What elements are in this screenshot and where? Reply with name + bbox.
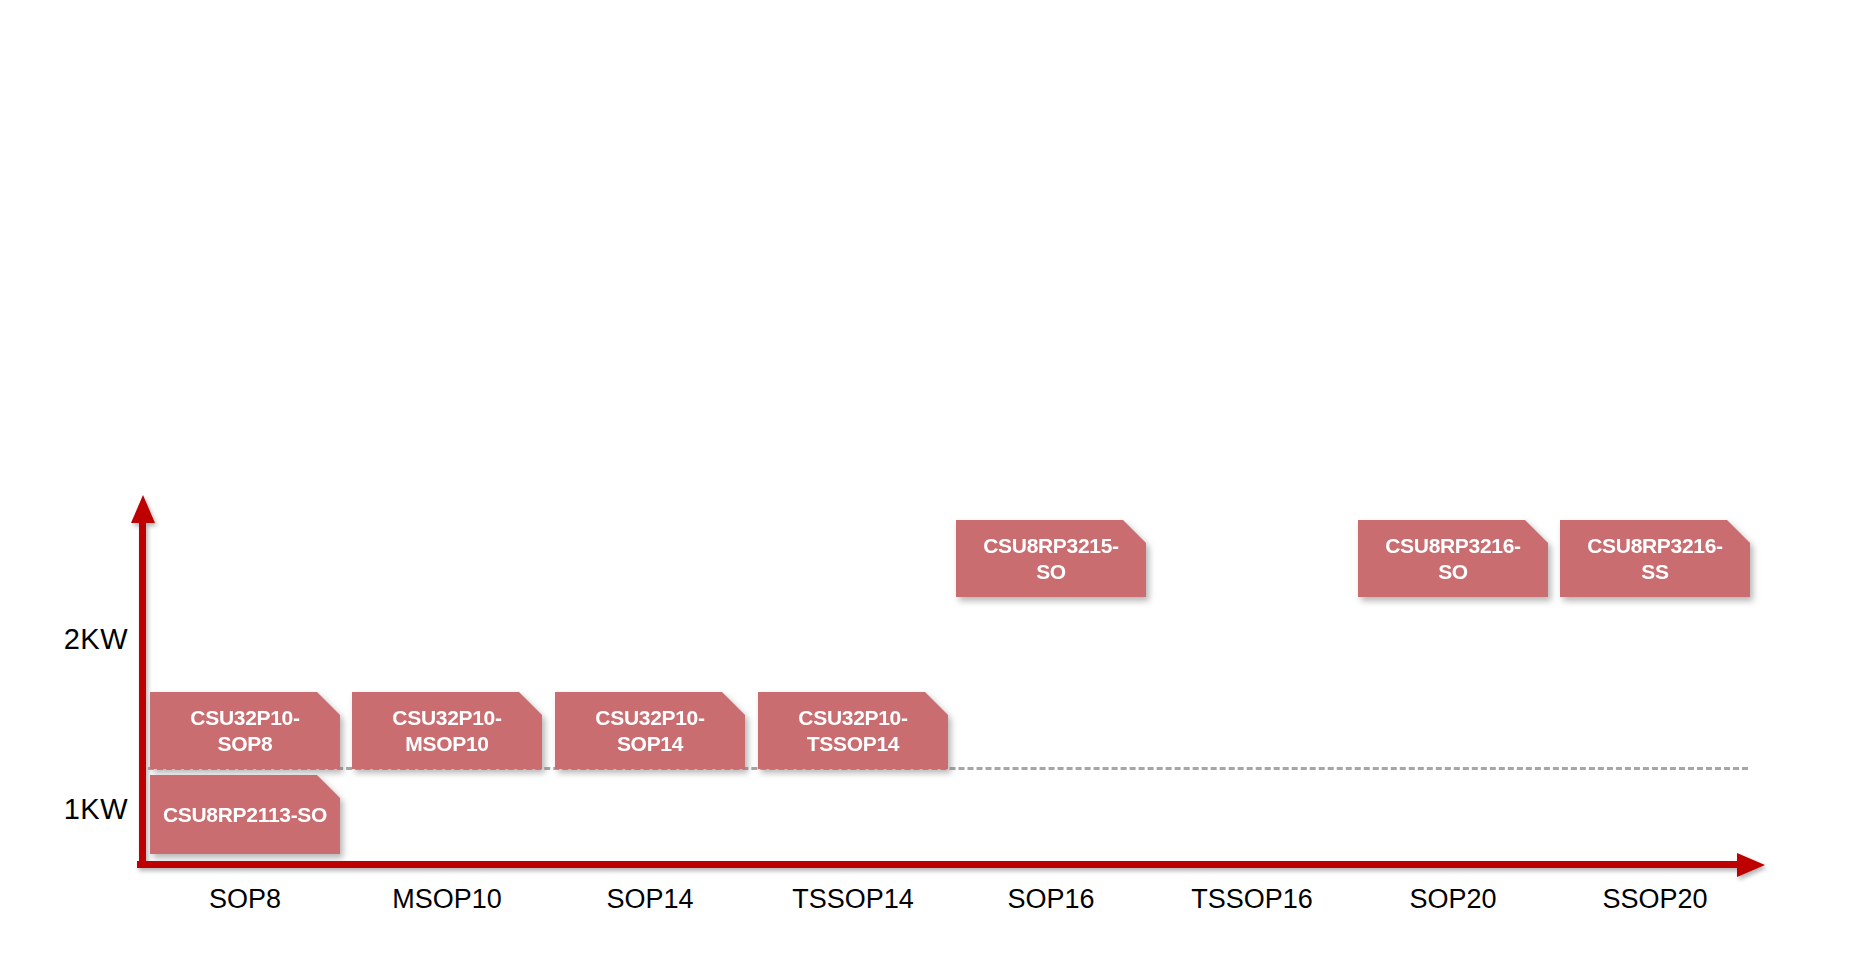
box-label-line2: SOP8 (218, 731, 273, 756)
box-csu8rp3216-so: CSU8RP3216- SO (1358, 520, 1548, 597)
box-label-line2: MSOP10 (405, 731, 488, 756)
box-label-line1: CSU8RP3215- (983, 533, 1119, 558)
x-tick-tssop16: TSSOP16 (1152, 884, 1352, 915)
package-power-chart: 2KW 1KW SOP8 MSOP10 SOP14 TSSOP14 SOP16 … (0, 0, 1870, 975)
y-axis-arrow-icon (131, 495, 155, 523)
box-label-line2: SS (1641, 559, 1668, 584)
box-csu32p10-sop8: CSU32P10- SOP8 (150, 692, 340, 769)
box-label-line1: CSU8RP3216- (1587, 533, 1723, 558)
box-csu32p10-sop14: CSU32P10- SOP14 (555, 692, 745, 769)
y-tick-2kw: 2KW (23, 623, 128, 656)
x-tick-sop20: SOP20 (1353, 884, 1553, 915)
box-csu8rp3216-ss: CSU8RP3216- SS (1560, 520, 1750, 597)
box-label-line1: CSU32P10- (190, 705, 299, 730)
x-tick-sop14: SOP14 (550, 884, 750, 915)
x-tick-msop10: MSOP10 (347, 884, 547, 915)
box-label-line1: CSU32P10- (798, 705, 907, 730)
x-tick-tssop14: TSSOP14 (753, 884, 953, 915)
x-tick-sop8: SOP8 (145, 884, 345, 915)
box-csu8rp3216-so-shape: CSU8RP3216- SO (1358, 520, 1548, 597)
box-label-line2: SOP14 (617, 731, 683, 756)
box-label-line1: CSU8RP3216- (1385, 533, 1521, 558)
box-csu8rp2113-so-shape: CSU8RP2113-SO (150, 775, 340, 854)
x-axis-line (137, 861, 1737, 868)
y-tick-1kw: 1KW (23, 793, 128, 826)
box-csu32p10-msop10: CSU32P10- MSOP10 (352, 692, 542, 769)
box-csu8rp2113-so: CSU8RP2113-SO (150, 775, 340, 854)
x-tick-sop16: SOP16 (951, 884, 1151, 915)
box-csu8rp3216-ss-shape: CSU8RP3216- SS (1560, 520, 1750, 597)
box-csu8rp3215-so-shape: CSU8RP3215- SO (956, 520, 1146, 597)
box-label-line1: CSU8RP2113-SO (163, 802, 327, 827)
box-csu32p10-tssop14: CSU32P10- TSSOP14 (758, 692, 948, 769)
box-csu32p10-sop8-shape: CSU32P10- SOP8 (150, 692, 340, 769)
box-label-line2: TSSOP14 (807, 731, 899, 756)
y-axis-line (139, 515, 146, 868)
box-csu8rp3215-so: CSU8RP3215- SO (956, 520, 1146, 597)
x-axis-arrow-icon (1737, 853, 1765, 877)
box-csu32p10-msop10-shape: CSU32P10- MSOP10 (352, 692, 542, 769)
box-csu32p10-tssop14-shape: CSU32P10- TSSOP14 (758, 692, 948, 769)
box-label-line1: CSU32P10- (595, 705, 704, 730)
x-tick-ssop20: SSOP20 (1555, 884, 1755, 915)
box-label-line1: CSU32P10- (392, 705, 501, 730)
box-csu32p10-sop14-shape: CSU32P10- SOP14 (555, 692, 745, 769)
box-label-line2: SO (1438, 559, 1468, 584)
box-label-line2: SO (1036, 559, 1066, 584)
